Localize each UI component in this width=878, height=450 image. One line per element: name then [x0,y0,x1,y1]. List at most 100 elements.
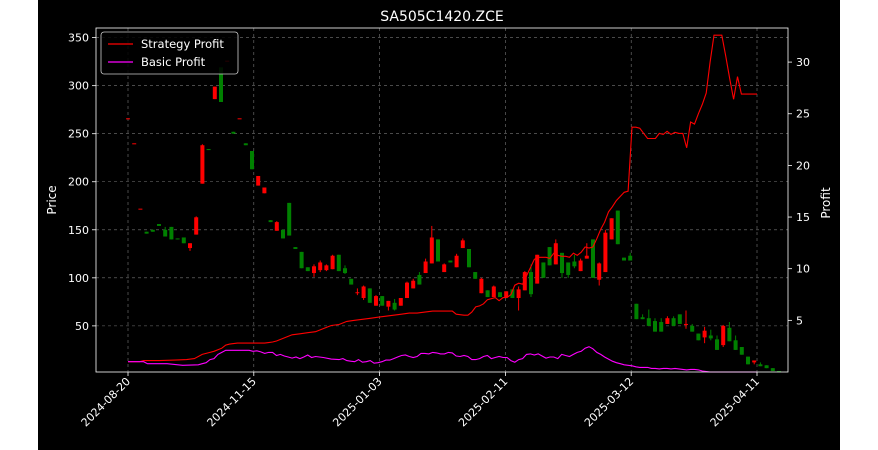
candle-body [429,237,434,264]
y-left-tick-label: 250 [68,128,89,141]
candle-body [150,229,155,232]
candle-body [318,262,323,271]
candle-body [200,145,205,184]
candle-body [380,296,385,306]
candle-body [448,260,453,263]
candle-body [646,318,651,326]
candle-body [256,175,261,186]
candle-body [597,263,602,280]
x-tick-label: 2025-01-03 [330,375,384,429]
candle-body [708,335,713,339]
candle-body [237,118,242,120]
x-tick-label: 2025-02-11 [456,375,510,429]
candle-body [516,289,521,299]
candle-body [231,131,236,134]
candle-body [417,274,422,285]
candle-body [566,262,571,275]
candle-body [746,356,750,365]
candle-body [491,286,496,298]
x-tick-label: 2025-03-12 [582,375,636,429]
candle-body [529,272,533,295]
candle-body [702,330,707,338]
candle-body [324,265,329,271]
candle-body [175,238,180,240]
chart-title: SA505C1420.ZCE [380,9,504,25]
profit-lines-layer [128,34,757,373]
candle-body [312,266,316,274]
candle-body [281,229,285,239]
candle-body [622,257,626,261]
basic-profit-line [128,346,757,373]
candle-body [591,239,595,278]
candle-body [157,224,161,226]
x-tick-label: 2024-08-20 [79,375,133,429]
candle-body [715,339,719,350]
candle-body [473,272,478,279]
x-tick-label: 2024-11-15 [205,375,259,429]
candle-body [181,237,186,244]
candle-body [770,368,775,372]
candle-body [671,318,676,326]
candle-body [299,251,304,269]
candle-body [677,314,682,324]
candle-body [634,303,639,320]
y-left-tick-label: 100 [68,272,89,285]
chart-svg: 2024-08-20 2024-11-15 2025-01-03 2025-02-11… [45,9,833,429]
candle-body [721,325,726,346]
candle-body [665,318,670,324]
candle-body [479,278,484,294]
candle-body [386,300,391,307]
candle-body [367,288,372,303]
candle-body [138,208,143,210]
candle-body [343,268,347,274]
candle-body [262,187,267,194]
candle-body [349,278,354,285]
candle-body [584,255,589,259]
candle-body [535,254,540,284]
y-right-tick-label: 20 [796,159,810,172]
legend-box [100,31,239,75]
candle-body [355,292,360,294]
candle-body [454,255,459,268]
candle-body [659,322,664,332]
candle-body [758,364,763,367]
candle-body [752,360,757,363]
y-left-tick-label: 350 [68,32,89,45]
candle-body [498,292,502,298]
candle-body [653,321,657,332]
candle-body [640,317,645,320]
chart-figure: 2024-08-20 2024-11-15 2025-01-03 2025-02-11… [38,0,840,450]
y-right-tick-label: 5 [796,314,803,327]
candle-body [572,261,577,267]
candle-body [727,327,732,342]
candle-body [212,86,217,100]
candle-body [250,150,254,170]
candle-body [510,289,515,299]
strategy-profit-line [128,34,757,363]
candle-body [547,247,552,266]
candle-body [163,229,168,237]
candle-body [541,262,546,278]
candle-body [442,264,447,273]
candle-body [206,149,211,151]
candle-body [126,118,130,120]
y-left-tick-label: 300 [68,80,89,93]
y-left-tick-label: 50 [75,320,89,333]
candle-body [194,217,199,235]
candle-body [361,286,366,299]
candle-body [522,272,527,291]
candle-body [405,282,409,299]
y-right-tick-label: 25 [796,108,810,121]
candle-body [690,325,695,332]
candle-body [628,255,633,261]
candle-body [684,323,688,325]
candle-body [374,296,378,306]
plot-frame [95,27,789,373]
candle-body [485,290,490,298]
candle-body [560,252,564,274]
candle-body [188,243,192,249]
y-left-tick-label: 200 [68,176,89,189]
candle-body [274,222,279,231]
y-right-tick-label: 30 [796,56,810,69]
